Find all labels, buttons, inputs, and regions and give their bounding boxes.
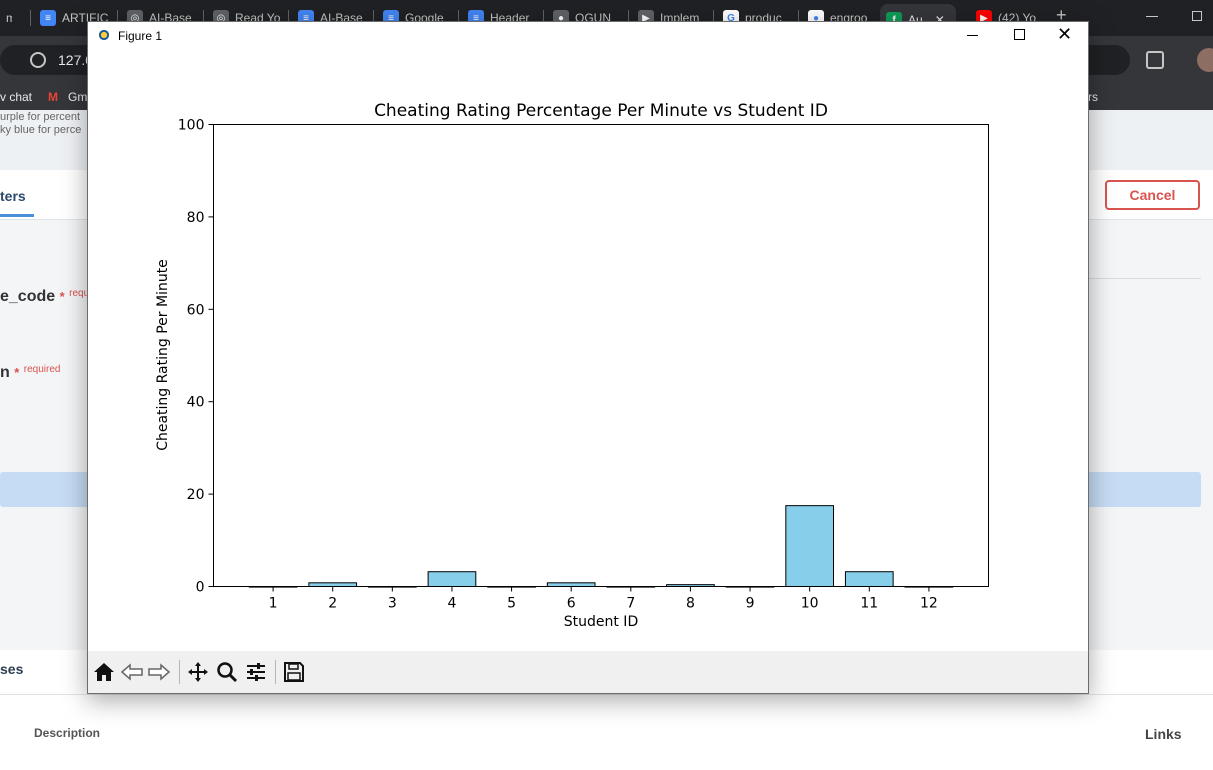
y-tick-label: 0 [196, 580, 205, 596]
site-info-icon[interactable] [30, 52, 46, 68]
required-asterisk: * [14, 365, 20, 380]
maximize-icon[interactable] [1014, 29, 1025, 40]
field-second-text: n [0, 364, 10, 381]
close-icon[interactable]: ✕ [1057, 24, 1073, 44]
bookmark-chat[interactable]: v chat [0, 90, 33, 104]
description-line-1: urple for percent [0, 111, 81, 123]
chart-title: Cheating Rating Percentage Per Minute vs… [374, 101, 828, 121]
plus-icon[interactable]: + [1056, 5, 1067, 25]
x-tick-label: 9 [746, 596, 755, 612]
x-tick-label: 11 [860, 596, 878, 612]
tab-separator [713, 10, 714, 26]
column-description: Description [34, 726, 101, 740]
required-asterisk: * [59, 289, 65, 304]
figure-title: Figure 1 [118, 29, 163, 43]
tab-separator [798, 10, 799, 26]
tab-separator [288, 10, 289, 26]
tab-favicon-icon: ≡ [40, 10, 56, 26]
bar-student-11 [844, 571, 894, 588]
browser-minimize-icon[interactable] [1146, 16, 1158, 17]
tab-separator [458, 10, 459, 26]
x-tick-label: 3 [388, 596, 397, 612]
forward-icon[interactable] [146, 659, 172, 685]
description-line-2: ky blue for perce [0, 124, 82, 136]
home-icon[interactable] [91, 659, 117, 685]
field-label-code: e_code * requi [0, 288, 91, 306]
tab-separator [373, 10, 374, 26]
x-tick-label: 7 [626, 596, 635, 612]
matplotlib-logo-icon [97, 28, 111, 42]
column-links: Links [1145, 726, 1182, 742]
bar-student-6 [546, 582, 596, 588]
tab-active-underline [0, 214, 34, 217]
x-tick-label: 6 [567, 596, 576, 612]
y-axis-label: Cheating Rating Per Minute [155, 259, 171, 451]
x-tick-label: 2 [328, 596, 337, 612]
tab-close-icon[interactable]: ✕ [934, 13, 945, 27]
figure-window: Figure 1 ✕ Cheating Rating Percentage Pe… [87, 21, 1089, 694]
tab-separator [203, 10, 204, 26]
tab-filters[interactable]: ters [0, 188, 26, 204]
toolbar-separator [275, 660, 276, 684]
tab-separator [30, 10, 31, 26]
bar-student-2 [308, 582, 358, 588]
bar-student-10 [785, 505, 835, 587]
x-tick-label: 10 [801, 596, 819, 612]
profile-avatar[interactable] [1197, 48, 1213, 72]
y-tick-label: 100 [178, 118, 205, 134]
form-divider [1088, 278, 1201, 279]
x-tick-label: 5 [507, 596, 516, 612]
y-tick-label: 40 [187, 395, 205, 411]
field-label-second: n * required [0, 364, 60, 382]
bookmark-gmail[interactable]: Gm [68, 90, 88, 104]
bookmark-other[interactable]: rs [1088, 90, 1098, 104]
x-axis-label: Student ID [564, 614, 638, 630]
puzzle-icon[interactable] [1146, 51, 1164, 69]
tab-separator [543, 10, 544, 26]
zoom-icon[interactable] [214, 659, 240, 685]
back-icon[interactable] [119, 659, 145, 685]
y-ticks: 0 20 40 60 80 100 [178, 118, 214, 596]
address-url[interactable]: 127.0 [58, 52, 94, 68]
y-tick-label: 60 [187, 302, 205, 318]
toolbar-separator [179, 660, 180, 684]
tab-label: m [6, 11, 12, 25]
figure-toolbar [88, 651, 1088, 693]
bar-student-4 [427, 571, 477, 588]
y-tick-label: 80 [187, 210, 205, 226]
browser-tab[interactable]: m [0, 5, 12, 31]
configure-subplots-icon[interactable] [243, 659, 269, 685]
section-label: ses [0, 661, 24, 677]
pan-icon[interactable] [185, 659, 211, 685]
figure-title-bar[interactable]: Figure 1 ✕ [88, 22, 1088, 50]
bars-group [248, 505, 954, 588]
x-tick-label: 4 [447, 596, 456, 612]
x-ticks: 1 2 3 4 5 6 7 8 9 10 11 12 [269, 586, 938, 612]
save-icon[interactable] [281, 659, 307, 685]
y-tick-label: 20 [187, 487, 205, 503]
browser-restore-icon[interactable] [1192, 11, 1202, 21]
tab-separator [117, 10, 118, 26]
cancel-button[interactable]: Cancel [1105, 180, 1200, 210]
x-tick-label: 1 [269, 596, 278, 612]
required-hint: requi [69, 288, 92, 299]
table-header [0, 694, 1213, 754]
field-code-text: e_code [0, 288, 56, 305]
bar-chart: Cheating Rating Percentage Per Minute vs… [155, 101, 989, 630]
axes-frame [213, 124, 989, 587]
minimize-icon[interactable] [967, 35, 978, 36]
x-tick-label: 12 [920, 596, 938, 612]
gmail-icon: M [48, 90, 58, 104]
required-hint: required [23, 364, 61, 375]
x-tick-label: 8 [686, 596, 695, 612]
tab-separator [628, 10, 629, 26]
